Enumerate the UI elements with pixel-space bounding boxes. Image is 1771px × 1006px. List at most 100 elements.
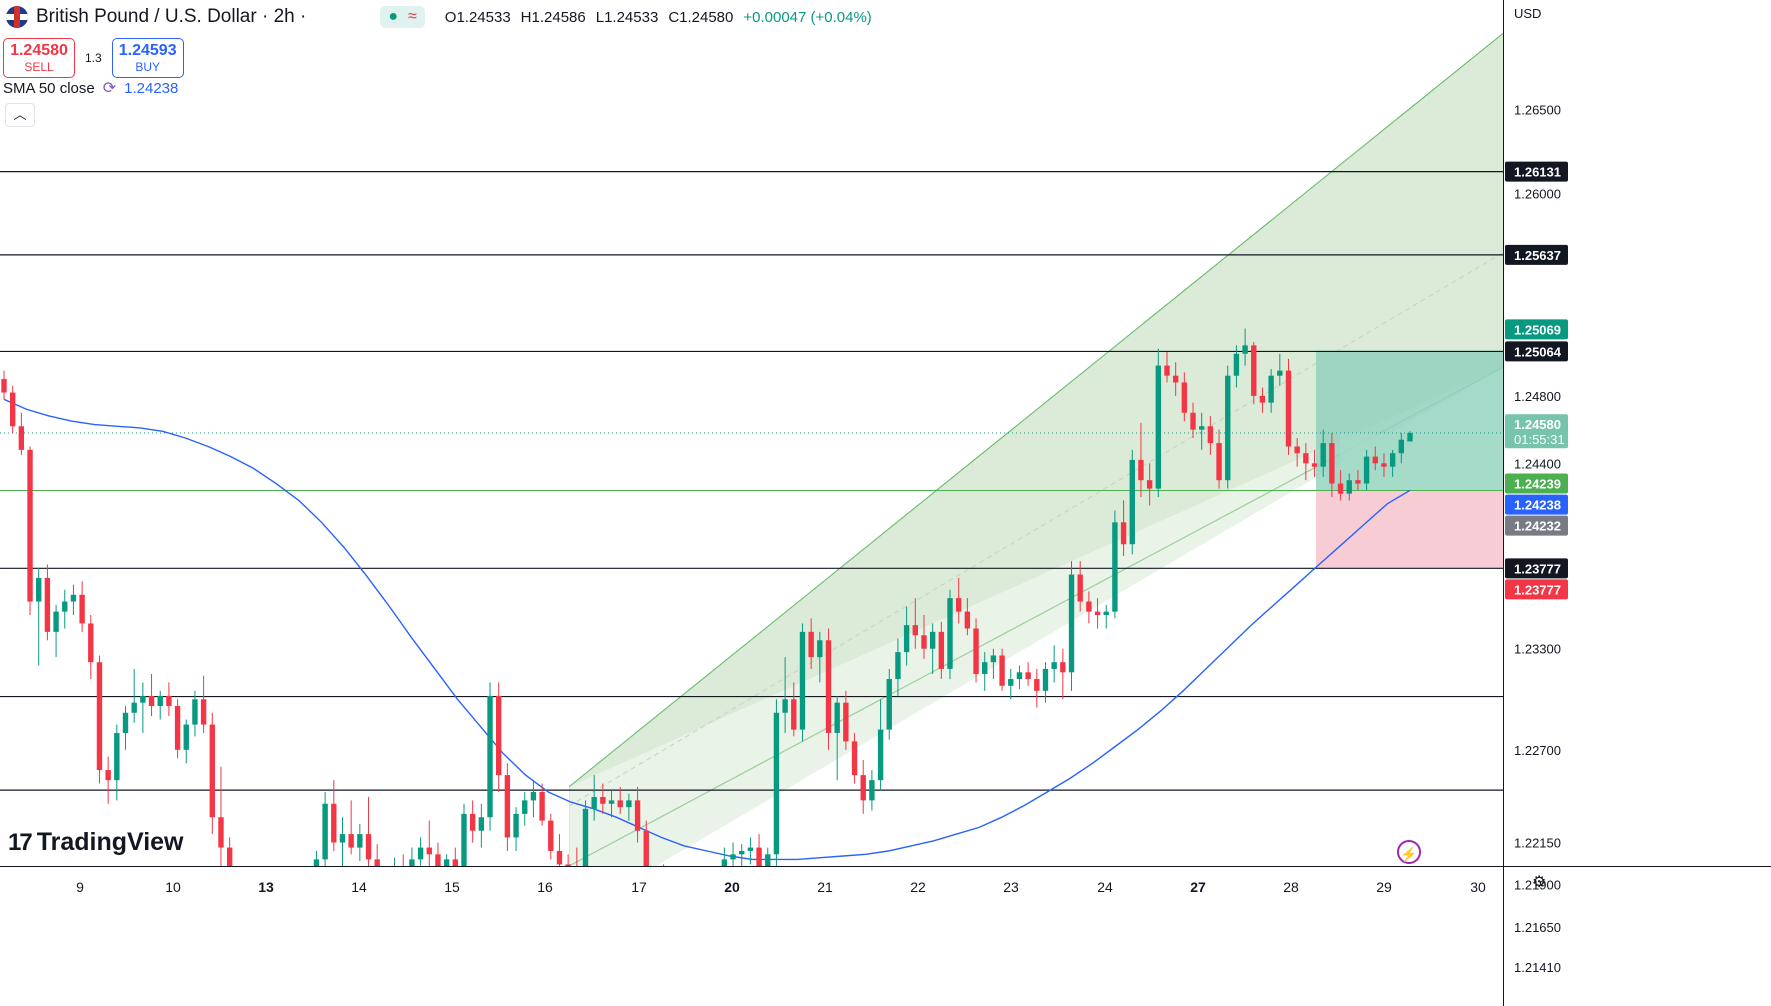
- buy-button[interactable]: 1.24593 BUY: [111, 38, 184, 78]
- candle-body-3: [27, 449, 33, 602]
- candle-body-160: [1389, 453, 1396, 467]
- price-tick-5: 1.22700: [1514, 743, 1561, 758]
- sma-value: 1.24238: [124, 79, 179, 97]
- candle-body-144: [1251, 345, 1257, 396]
- close-value: C1.24580: [668, 8, 734, 26]
- candle-body-2: [18, 426, 25, 450]
- candle-body-6: [53, 611, 59, 632]
- candle-body-69: [600, 797, 606, 804]
- settings-gear-icon[interactable]: ⚙: [1532, 874, 1547, 891]
- price-tag-bg-5: [1505, 473, 1568, 494]
- candle-body-21: [183, 724, 189, 750]
- countdown-label: 01:55:31: [1514, 432, 1565, 447]
- candle-body-52: [452, 859, 458, 868]
- candle-body-70: [608, 800, 615, 804]
- price-tag-bg-6: [1505, 494, 1568, 515]
- candle-body-22: [192, 699, 198, 725]
- price-tag-bg-7: [1505, 515, 1568, 536]
- candle-body-146: [1268, 375, 1274, 403]
- candle-body-85: [739, 850, 745, 855]
- candle-body-60: [522, 800, 528, 814]
- candle-body-58: [504, 775, 511, 838]
- candle-body-11: [96, 662, 103, 771]
- buy-label: BUY: [135, 60, 161, 74]
- time-label-13: 13: [258, 879, 274, 895]
- candle-body-156: [1355, 480, 1361, 484]
- price-tag-6: 1.24238: [1514, 498, 1561, 513]
- candle-body-102: [886, 679, 892, 730]
- candle-body-97: [843, 702, 849, 742]
- price-tick-4: 1.23300: [1514, 642, 1561, 657]
- candle-body-150: [1303, 453, 1309, 464]
- candle-body-145: [1259, 395, 1266, 403]
- cycle-icon[interactable]: ⟳: [102, 80, 117, 97]
- candle-body-136: [1181, 382, 1188, 413]
- candle-body-23: [200, 699, 207, 725]
- price-tag-9: 1.23777: [1514, 582, 1561, 597]
- price-tick-2: 1.24800: [1514, 389, 1561, 404]
- candle-body-62: [539, 791, 545, 821]
- candle-body-86: [747, 847, 754, 851]
- time-label-29: 29: [1376, 879, 1392, 895]
- candle-body-56: [487, 695, 493, 818]
- candle-body-50: [435, 854, 441, 868]
- tradingview-logo-icon: 17: [8, 828, 33, 856]
- candle-body-55: [478, 817, 485, 831]
- logo-text: TradingView: [36, 828, 184, 856]
- chart-header: British Pound / U.S. Dollar · 2h · ● ≈ O…: [0, 0, 872, 34]
- candle-body-59: [513, 813, 519, 838]
- time-axis-layer: 9 10 13 14 15 16 17 20 21 22 23 24 27 28 29 30: [0, 866, 1771, 1006]
- candle-body-137: [1190, 412, 1196, 430]
- candle-body-49: [426, 847, 432, 855]
- candle-body-8: [70, 594, 77, 602]
- candle-body-95: [825, 640, 832, 733]
- tradingview-logo[interactable]: 17 TradingView: [8, 828, 184, 857]
- time-label-27: 27: [1190, 879, 1206, 895]
- candle-body-37: [322, 803, 328, 860]
- change-value: +0.00047 (+0.04%): [743, 8, 872, 26]
- candle-body-51: [443, 859, 450, 868]
- currency-label[interactable]: USD: [1514, 6, 1542, 21]
- candle-body-157: [1363, 456, 1370, 484]
- candle-body-131: [1138, 459, 1144, 481]
- candle-body-42: [365, 834, 372, 860]
- price-tick-7: 1.21900: [1514, 878, 1561, 893]
- gbp-usd-flag-icon: [6, 6, 28, 28]
- time-label-23: 23: [1003, 879, 1019, 895]
- trade-panel: 1.24580 SELL 1.3 1.24593 BUY: [3, 38, 184, 78]
- lightning-icon[interactable]: ⚡: [1397, 840, 1421, 864]
- candle-body-149: [1294, 446, 1300, 454]
- price-tag-bg-3: [1505, 341, 1568, 362]
- candle-body-18: [157, 695, 163, 707]
- candle-body-124: [1077, 574, 1083, 602]
- price-tag-2: 1.25069: [1514, 322, 1561, 337]
- market-status-badge[interactable]: ● ≈: [380, 6, 425, 28]
- candle-body-113: [982, 662, 988, 674]
- candle-body-116: [1008, 679, 1014, 686]
- candle-body-63: [548, 820, 554, 851]
- price-tag-bg-4: [1505, 414, 1568, 449]
- data-delay-icon: ≈: [408, 8, 417, 25]
- price-tag-5: 1.24239: [1514, 477, 1561, 492]
- time-label-15: 15: [444, 879, 460, 895]
- sma-legend[interactable]: SMA 50 close ⟳ 1.24238: [3, 78, 178, 98]
- candle-body-106: [921, 635, 927, 649]
- sell-price: 1.24580: [10, 42, 68, 59]
- candle-body-89: [773, 712, 780, 855]
- candle-body-96: [834, 702, 840, 733]
- collapse-legend-button[interactable]: ︿: [5, 103, 35, 127]
- candle-body-92: [799, 631, 806, 730]
- market-open-dot-icon: ●: [388, 8, 398, 25]
- candle-body-133: [1155, 365, 1161, 489]
- chevron-up-icon: ︿: [13, 107, 27, 122]
- sma-label: SMA 50 close: [3, 79, 95, 97]
- ohlc-readout: O1.24533 H1.24586 L1.24533 C1.24580 +0.0…: [445, 9, 872, 26]
- price-tag-bg-2: [1505, 319, 1568, 340]
- price-tag-4: 1.24580: [1514, 417, 1561, 432]
- sell-button[interactable]: 1.24580 SELL: [3, 38, 75, 78]
- symbol-title[interactable]: British Pound / U.S. Dollar · 2h ·: [36, 6, 307, 27]
- price-tick-8: 1.21650: [1514, 920, 1561, 935]
- candle-body-13: [114, 732, 120, 781]
- candle-body-140: [1216, 443, 1222, 481]
